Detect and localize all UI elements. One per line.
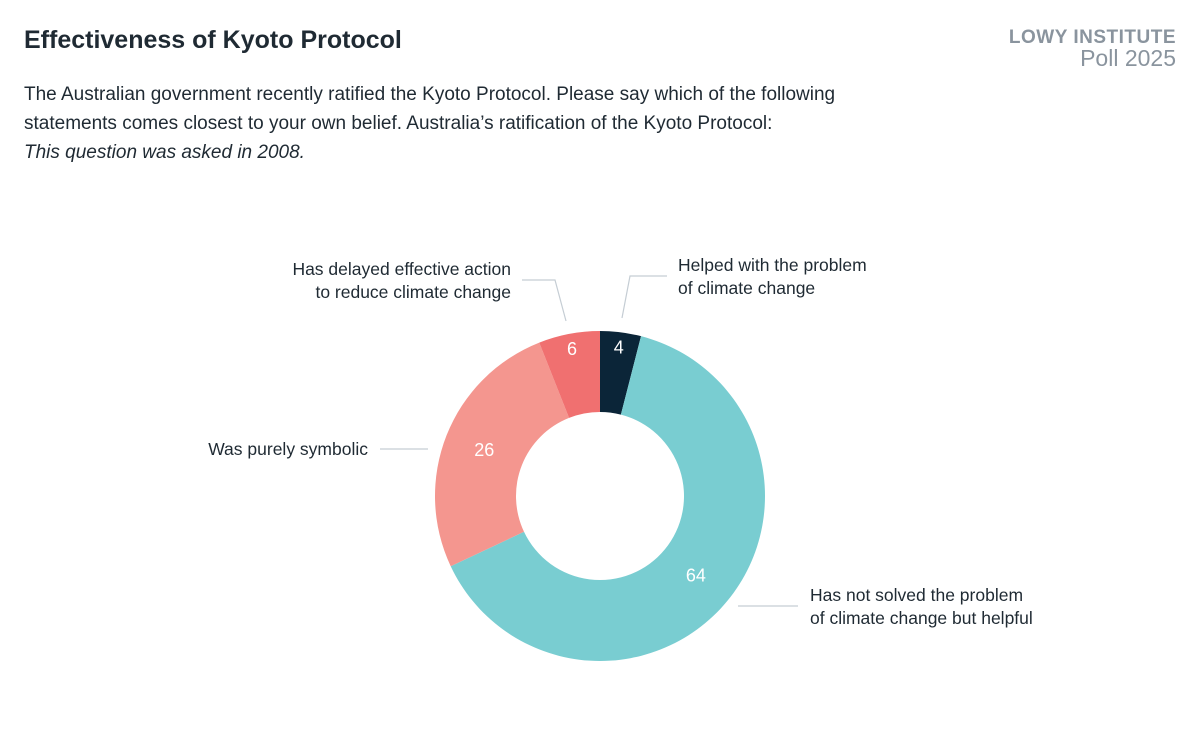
leader-line-helped [621, 275, 667, 319]
leader-line-delayed [522, 279, 567, 322]
question-note: This question was asked in 2008. [24, 142, 305, 163]
category-label-delayed: Has delayed effective action to reduce cl… [292, 259, 511, 302]
chart-subtitle: The Australian government recently ratif… [24, 80, 854, 167]
chart-title: Effectiveness of Kyoto Protocol [24, 26, 402, 54]
slice-symbolic[interactable] [434, 342, 570, 567]
logo-line2: Poll 2025 [1080, 45, 1176, 71]
question-text: The Australian government recently ratif… [24, 84, 836, 134]
data-label-not-solved: 64 [686, 565, 706, 585]
data-label-delayed: 6 [567, 339, 577, 359]
data-label-helped: 4 [614, 338, 624, 358]
category-label-helped: Helped with the problem of climate change [678, 255, 867, 298]
slice-helped[interactable] [600, 331, 642, 415]
logo-line1: LOWY INSTITUTE [1008, 27, 1176, 48]
category-label-not-solved: Has not solved the problem of climate cha… [810, 585, 1033, 628]
slice-not-solved[interactable] [450, 336, 765, 661]
lowy-logo: LOWY INSTITUTE Poll 2025 [1008, 27, 1176, 71]
data-label-symbolic: 26 [474, 440, 494, 460]
slice-delayed[interactable] [539, 331, 600, 418]
category-label-symbolic: Was purely symbolic [208, 439, 368, 459]
